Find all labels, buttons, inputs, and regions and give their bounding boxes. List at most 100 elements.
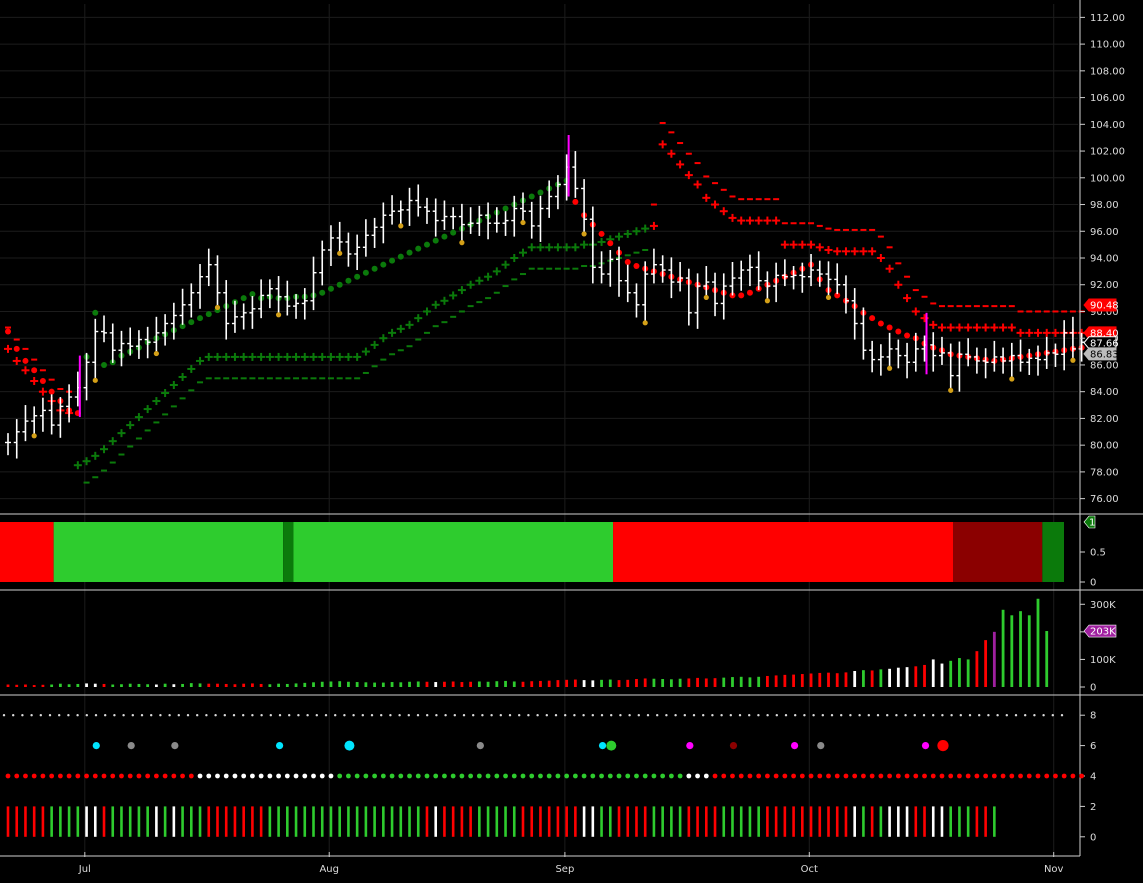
signal-hist-bar xyxy=(949,806,953,837)
price-tick-label: 86.00 xyxy=(1090,360,1119,371)
price-marker-dot xyxy=(642,320,648,326)
signal-hist-bar xyxy=(897,806,900,837)
signal-hist-bar xyxy=(50,806,53,837)
signal-state-dot xyxy=(311,773,316,779)
signal-state-dot xyxy=(302,773,308,779)
signal-dot-8 xyxy=(232,714,236,717)
price-tick-label: 96.00 xyxy=(1090,227,1119,238)
volume-bar xyxy=(565,679,569,687)
signal-hist-bar xyxy=(277,806,280,837)
signal-state-dot xyxy=(756,773,762,779)
volume-bar xyxy=(556,680,560,687)
volume-bar xyxy=(652,678,656,687)
signal-dot-8 xyxy=(720,714,723,717)
trend-band xyxy=(1042,522,1064,582)
signal-dot-8 xyxy=(122,714,125,717)
volume-bar xyxy=(862,670,865,687)
badge-upper-text: 90.48 xyxy=(1090,301,1119,312)
signal-hist-bar xyxy=(15,806,19,837)
signal-dot-8 xyxy=(582,714,585,717)
signal-state-dot xyxy=(599,773,604,779)
volume-bar xyxy=(827,672,830,687)
trailing-stop-dot xyxy=(197,315,204,322)
price-tick-label: 90.00 xyxy=(1090,307,1119,318)
signal-state-dot xyxy=(555,773,561,779)
signal-dot-8 xyxy=(288,714,291,717)
trend-band xyxy=(613,522,954,582)
signal-state-dot xyxy=(817,773,823,779)
signal-state-dot xyxy=(1009,773,1015,779)
signal-dot-8 xyxy=(1051,714,1055,717)
volume-bar xyxy=(399,682,403,687)
signal-hist-bar xyxy=(469,806,472,837)
signal-state-dot xyxy=(433,773,439,779)
trailing-stop-dot xyxy=(205,311,212,318)
signal-state-dot xyxy=(538,773,543,779)
signal-dot-8 xyxy=(849,714,852,717)
signal-hist-bar xyxy=(774,806,778,837)
volume-bar xyxy=(102,683,106,687)
signal-state-dot xyxy=(765,773,770,779)
signal-state-dot xyxy=(346,773,351,779)
signal-dot-8 xyxy=(131,714,134,717)
signal-dot-8 xyxy=(646,714,650,717)
signal-dot-8 xyxy=(251,714,254,717)
signal-hist-bar xyxy=(879,806,883,837)
signal-hist-bar xyxy=(766,806,769,837)
signal-dot-8 xyxy=(462,714,466,717)
signal-dot-8 xyxy=(803,714,806,717)
signal-state-dot xyxy=(171,773,177,779)
month-axis: Jul Aug Sep Oct Nov xyxy=(0,852,1080,875)
signal-hist-bar xyxy=(539,806,542,837)
month-label: Oct xyxy=(801,864,818,875)
badge-lower: 86.83 xyxy=(1083,347,1119,361)
volume-bar xyxy=(285,683,289,687)
signal-dot-8 xyxy=(352,714,355,717)
trend-band xyxy=(0,522,54,582)
sar-series xyxy=(4,140,1086,470)
badge-lower-text: 86.83 xyxy=(1090,349,1119,360)
signal-hist-bar xyxy=(128,806,132,837)
signal-hist-bar xyxy=(207,806,211,837)
signal-dot-8 xyxy=(987,714,990,717)
signal-hist-bar xyxy=(600,806,603,837)
signal-dot-8 xyxy=(334,714,337,717)
signal-dot-8 xyxy=(398,714,401,717)
volume-bar xyxy=(818,672,822,687)
trailing-stop-dot xyxy=(415,245,422,252)
signal-state-dot xyxy=(389,773,395,779)
signal-hist-bar xyxy=(329,806,333,837)
signal-dot-8 xyxy=(895,714,898,717)
volume-bar xyxy=(198,683,202,687)
signal-state-dot xyxy=(581,773,587,779)
signal-state-dot xyxy=(1061,773,1067,779)
signal-hist-bar xyxy=(713,806,717,837)
volume-bar xyxy=(486,681,490,687)
volume-bar xyxy=(521,681,525,687)
signal-dot-8 xyxy=(490,714,493,717)
signal-hist-bar xyxy=(399,806,403,837)
price-marker-dot xyxy=(948,387,954,393)
signal-hist-bar xyxy=(862,806,865,837)
price-tick-label: 104.00 xyxy=(1090,120,1125,131)
signal-dot-8 xyxy=(508,714,512,717)
signal-dot-8 xyxy=(812,714,815,717)
signal-state-dot xyxy=(57,773,63,779)
signal-state-dot xyxy=(852,773,858,779)
signal-hist-bar xyxy=(155,806,158,837)
signal-hist-bar xyxy=(504,806,507,837)
volume-tick-label: 100K xyxy=(1090,655,1116,666)
signal-hist-bar xyxy=(722,806,726,837)
signal-state-dot xyxy=(442,773,447,779)
volume-bar xyxy=(32,685,36,687)
signal-state-dot xyxy=(494,773,500,779)
signal-state-dot xyxy=(232,773,238,779)
signal-state-dot xyxy=(215,773,220,779)
signal-dot-8 xyxy=(518,714,521,717)
signal-state-dot xyxy=(660,773,666,779)
signal-state-dot xyxy=(197,773,203,779)
signal-state-dot xyxy=(983,773,989,779)
signal-state-dot xyxy=(450,773,456,779)
trailing-stop-dot xyxy=(319,289,326,296)
